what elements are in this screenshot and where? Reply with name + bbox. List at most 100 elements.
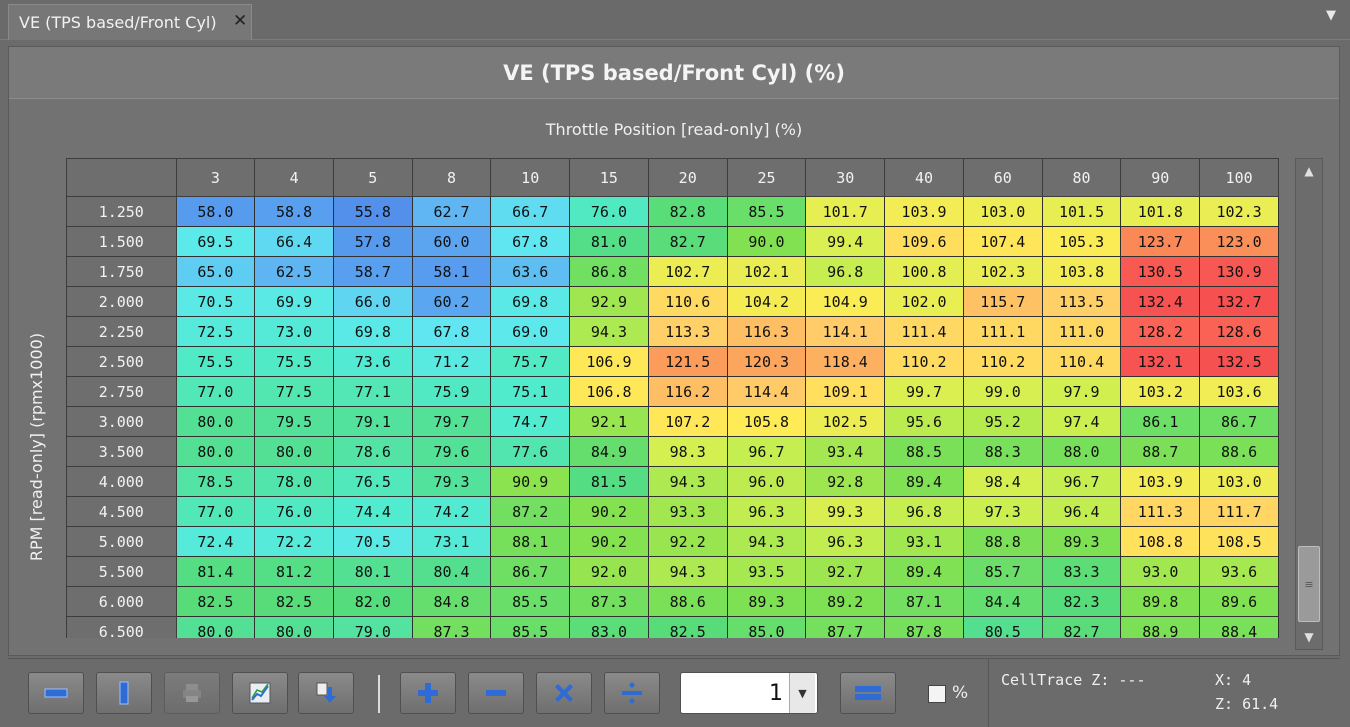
table-cell[interactable]: 132.7 [1199,286,1279,317]
table-cell[interactable]: 99.3 [805,496,886,527]
scroll-down-icon[interactable]: ▼ [1304,630,1314,644]
table-cell[interactable]: 94.3 [726,526,807,557]
table-cell[interactable]: 111.0 [1041,316,1122,347]
table-cell[interactable]: 93.4 [805,436,886,467]
table-cell[interactable]: 102.1 [726,256,807,287]
table-cell[interactable]: 108.8 [1120,526,1201,557]
table-cell[interactable]: 62.5 [254,256,334,287]
vertical-scrollbar[interactable]: ▲ ≡ ▼ [1295,158,1323,650]
table-cell[interactable]: 77.6 [490,436,571,467]
table-cell[interactable]: 87.3 [411,616,492,638]
table-cell[interactable]: 90.9 [490,466,571,497]
table-cell[interactable]: 79.5 [254,406,334,437]
table-cell[interactable]: 69.9 [254,286,334,317]
table-cell[interactable]: 101.8 [1120,196,1201,227]
table-cell[interactable]: 92.2 [647,526,728,557]
table-cell[interactable]: 94.3 [647,556,728,587]
table-cell[interactable]: 89.3 [726,586,807,617]
table-cell[interactable]: 75.1 [490,376,571,407]
table-cell[interactable]: 102.3 [1199,196,1279,227]
table-cell[interactable]: 102.5 [805,406,886,437]
table-cell[interactable]: 123.7 [1120,226,1201,257]
table-cell[interactable]: 99.7 [884,376,964,407]
table-cell[interactable]: 118.4 [805,346,886,377]
table-cell[interactable]: 103.9 [884,196,964,227]
table-cell[interactable]: 105.3 [1041,226,1122,257]
table-cell[interactable]: 58.7 [332,256,413,287]
table-cell[interactable]: 97.3 [962,496,1043,527]
table-cell[interactable]: 107.2 [647,406,728,437]
horizontal-bar-button[interactable] [28,672,84,714]
table-cell[interactable]: 82.0 [332,586,413,617]
table-cell[interactable]: 97.4 [1041,406,1122,437]
table-cell[interactable]: 88.1 [490,526,571,557]
table-cell[interactable]: 77.5 [254,376,334,407]
table-cell[interactable]: 71.2 [411,346,492,377]
table-cell[interactable]: 113.3 [647,316,728,347]
table-cell[interactable]: 94.3 [569,316,649,347]
table-cell[interactable]: 116.3 [726,316,807,347]
table-cell[interactable]: 90.0 [726,226,807,257]
table-cell[interactable]: 89.4 [884,556,964,587]
row-header[interactable]: 4.500 [66,496,177,527]
table-cell[interactable]: 87.1 [884,586,964,617]
table-cell[interactable]: 97.9 [1041,376,1122,407]
table-cell[interactable]: 111.4 [884,316,964,347]
set-equal-button[interactable] [840,672,896,714]
table-cell[interactable]: 103.2 [1120,376,1201,407]
table-cell[interactable]: 93.1 [884,526,964,557]
table-cell[interactable]: 98.3 [647,436,728,467]
table-cell[interactable]: 132.1 [1120,346,1201,377]
divide-button[interactable] [604,672,660,714]
table-cell[interactable]: 82.3 [1041,586,1122,617]
column-header[interactable]: 25 [726,158,807,197]
table-cell[interactable]: 76.0 [254,496,334,527]
import-button[interactable] [298,672,354,714]
table-cell[interactable]: 102.3 [962,256,1043,287]
graph-button[interactable] [232,672,288,714]
column-header[interactable]: 15 [569,158,649,197]
value-input[interactable] [681,674,789,712]
column-header[interactable]: 100 [1199,158,1279,197]
table-cell[interactable]: 86.8 [569,256,649,287]
scroll-up-icon[interactable]: ▲ [1304,164,1314,178]
table-cell[interactable]: 85.5 [490,586,571,617]
table-cell[interactable]: 75.5 [175,346,256,377]
table-cell[interactable]: 69.8 [332,316,413,347]
table-cell[interactable]: 110.4 [1041,346,1122,377]
table-cell[interactable]: 85.0 [726,616,807,638]
value-stepper[interactable]: ▼ [680,672,818,714]
table-cell[interactable]: 128.6 [1199,316,1279,347]
table-cell[interactable]: 87.7 [805,616,886,638]
table-cell[interactable]: 62.7 [411,196,492,227]
table-cell[interactable]: 82.7 [1041,616,1122,638]
table-cell[interactable]: 130.9 [1199,256,1279,287]
print-button[interactable] [164,672,220,714]
table-cell[interactable]: 83.3 [1041,556,1122,587]
subtract-button[interactable] [468,672,524,714]
table-cell[interactable]: 96.8 [884,496,964,527]
table-cell[interactable]: 58.0 [175,196,256,227]
table-cell[interactable]: 67.8 [411,316,492,347]
table-cell[interactable]: 67.8 [490,226,571,257]
table-cell[interactable]: 80.0 [254,616,334,638]
table-cell[interactable]: 130.5 [1120,256,1201,287]
table-cell[interactable]: 79.0 [332,616,413,638]
table-cell[interactable]: 80.1 [332,556,413,587]
table-cell[interactable]: 79.3 [411,466,492,497]
table-cell[interactable]: 69.0 [490,316,571,347]
table-cell[interactable]: 81.0 [569,226,649,257]
table-cell[interactable]: 90.2 [569,496,649,527]
table-cell[interactable]: 82.5 [647,616,728,638]
table-cell[interactable]: 87.8 [884,616,964,638]
column-header[interactable]: 8 [411,158,492,197]
table-cell[interactable]: 99.4 [805,226,886,257]
table-cell[interactable]: 96.7 [726,436,807,467]
table-cell[interactable]: 99.0 [962,376,1043,407]
table-cell[interactable]: 109.6 [884,226,964,257]
column-header[interactable]: 60 [962,158,1043,197]
table-cell[interactable]: 100.8 [884,256,964,287]
table-cell[interactable]: 80.0 [175,616,256,638]
table-cell[interactable]: 102.7 [647,256,728,287]
table-cell[interactable]: 110.2 [884,346,964,377]
